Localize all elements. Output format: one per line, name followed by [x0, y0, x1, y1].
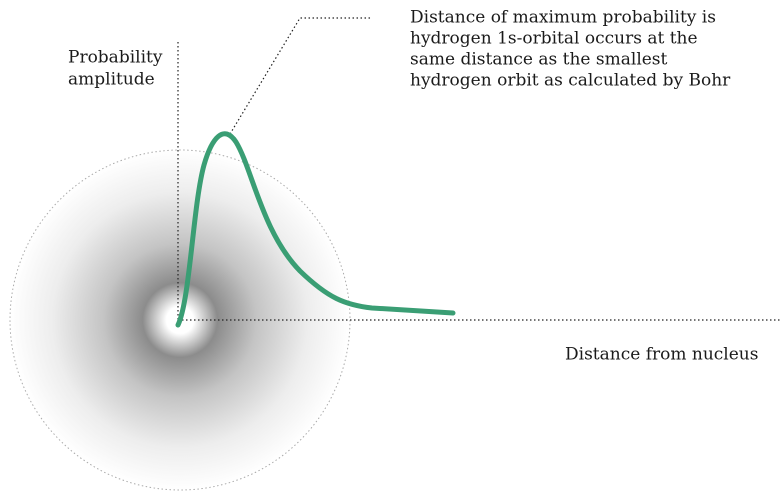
y-axis-label: Probability [68, 48, 163, 68]
y-axis-label: amplitude [68, 70, 155, 90]
leader-line [229, 17, 372, 135]
annotation-line: Distance of maximum probability is [410, 8, 716, 28]
x-axis-label: Distance from nucleus [565, 345, 758, 365]
annotation-line: same distance as the smallest [410, 50, 668, 70]
annotation-line: hydrogen 1s-orbital occurs at the [410, 29, 698, 49]
probability-curve [175, 131, 456, 328]
annotation-line: hydrogen orbit as calculated by Bohr [410, 71, 731, 91]
